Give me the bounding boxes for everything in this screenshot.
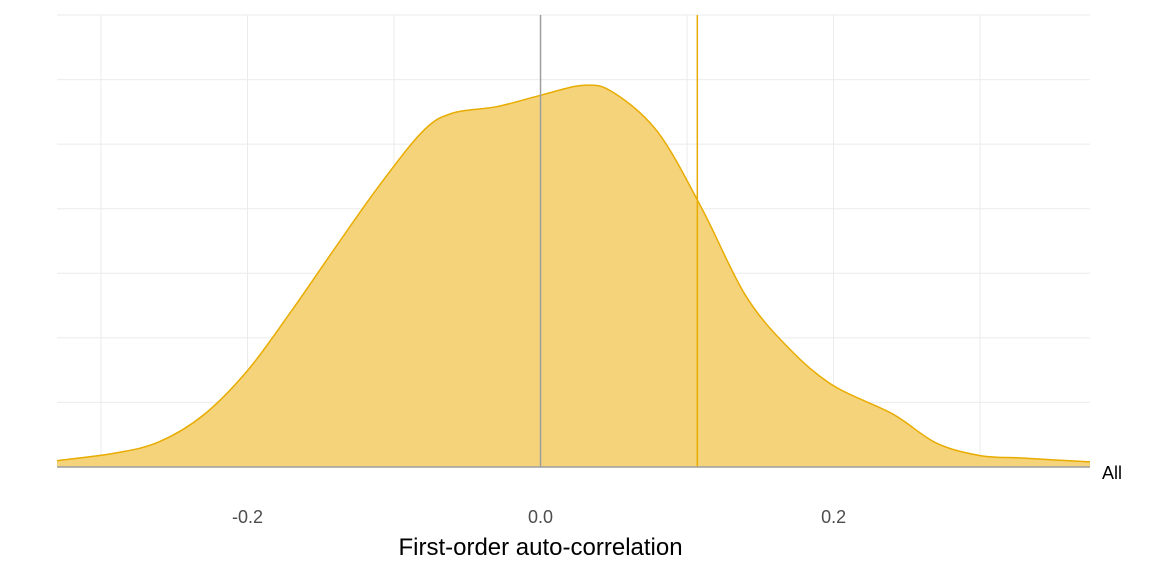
reference-lines bbox=[539, 15, 699, 467]
density-area-all bbox=[57, 85, 1090, 467]
x-tick-label: 0.0 bbox=[528, 507, 553, 527]
series-label-all: All bbox=[1102, 463, 1122, 483]
x-tick-label: -0.2 bbox=[232, 507, 263, 527]
x-tick-label: 0.2 bbox=[821, 507, 846, 527]
x-tick-labels: -0.2 0.0 0.2 bbox=[232, 507, 846, 527]
grid-lines bbox=[57, 14, 1090, 467]
density-outline-all bbox=[56, 84, 1091, 463]
x-axis-title: First-order auto-correlation bbox=[398, 534, 682, 561]
